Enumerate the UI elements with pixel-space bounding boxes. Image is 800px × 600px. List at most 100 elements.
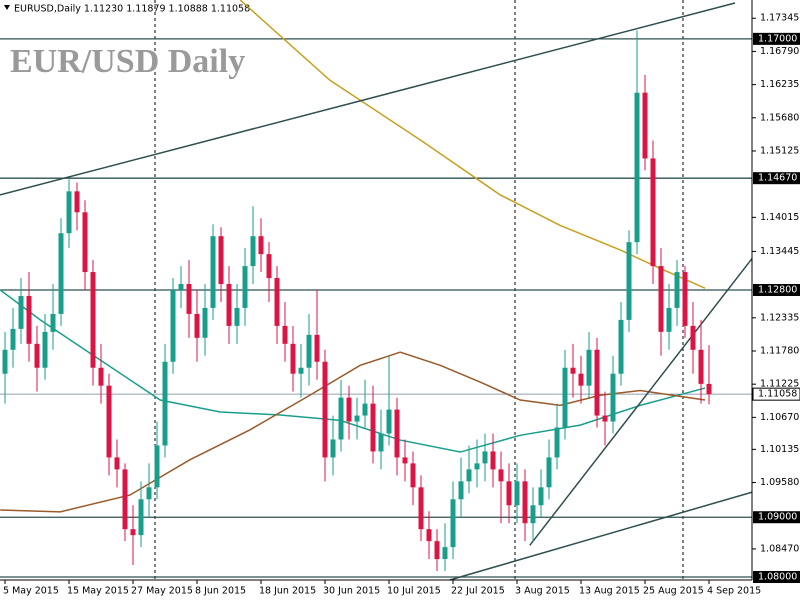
chart-header: EURUSD,Daily 1.11230 1.11879 1.10888 1.1… — [14, 4, 250, 15]
candle-body — [650, 158, 656, 267]
x-tick-label: 22 Jul 2015 — [451, 586, 505, 597]
x-tick-label: 3 Aug 2015 — [515, 586, 570, 597]
candle-body — [250, 236, 256, 267]
candle-body — [354, 415, 360, 422]
candle-body — [298, 367, 304, 374]
candle-body — [194, 313, 200, 338]
candle-body — [26, 295, 32, 344]
y-tick-label: 1.12335 — [760, 312, 799, 323]
candle-body — [202, 307, 208, 338]
y-tick-label: 1.11225 — [760, 379, 799, 390]
y-tick-label: 1.15680 — [760, 112, 799, 123]
candle-body — [50, 313, 56, 332]
candle-body — [578, 373, 584, 386]
candle-body — [274, 278, 280, 326]
candle-body — [114, 457, 120, 470]
candle-body — [90, 272, 96, 368]
menu-icon[interactable] — [4, 5, 10, 10]
candle-body — [330, 439, 336, 458]
plot — [0, 0, 753, 581]
x-tick-label: 25 Aug 2015 — [643, 586, 704, 597]
y-tick-label: 1.10135 — [760, 444, 799, 455]
y-tick-label: 1.10670 — [760, 412, 799, 423]
x-tick-label: 15 May 2015 — [67, 586, 129, 597]
candle-body — [450, 499, 456, 548]
candle-body — [666, 307, 672, 332]
candle-body — [506, 481, 512, 506]
x-tick-label: 27 May 2015 — [131, 586, 193, 597]
candle-body — [642, 92, 648, 159]
candle-body — [442, 547, 448, 560]
y-tick-label: 1.08470 — [760, 543, 799, 554]
candle-body — [418, 487, 424, 530]
candle-body — [562, 367, 568, 428]
trend-line — [0, 2, 736, 196]
candle-body — [706, 383, 712, 395]
level-box — [753, 32, 800, 45]
candle-body — [74, 191, 80, 213]
y-tick-label: 1.16790 — [760, 46, 799, 57]
candle-body — [690, 325, 696, 350]
candle-body — [242, 266, 248, 308]
candle-body — [682, 272, 688, 326]
candle-body — [322, 361, 328, 458]
candle-body — [122, 469, 128, 530]
candle-body — [498, 469, 504, 482]
candle-body — [282, 325, 288, 344]
candle-body — [554, 427, 560, 458]
candle-body — [426, 529, 432, 542]
candle-body — [586, 349, 592, 386]
candle-body — [226, 284, 232, 326]
candle-body — [290, 343, 296, 374]
candle-body — [154, 445, 160, 488]
candle-body — [618, 319, 624, 374]
level-label: 1.08000 — [758, 572, 797, 583]
level-box — [753, 284, 800, 296]
candle-body — [138, 499, 144, 536]
candle-body — [82, 212, 88, 273]
candle-body — [674, 272, 680, 308]
candle-body — [658, 266, 664, 332]
y-tick-label: 1.17345 — [760, 13, 799, 24]
level-label: 1.12800 — [758, 285, 797, 296]
candle-body — [66, 191, 72, 234]
candle-body — [362, 403, 368, 416]
moving-average — [0, 351, 706, 513]
candle-body — [42, 331, 48, 368]
candle-body — [258, 236, 264, 255]
candle-body — [210, 236, 216, 308]
last-price-label: 1.11058 — [758, 389, 797, 400]
candle-body — [698, 349, 704, 384]
y-tick-label: 1.13445 — [760, 246, 799, 257]
candle-body — [170, 290, 176, 362]
candle-body — [482, 451, 488, 464]
candle-body — [10, 328, 16, 350]
candle-body — [370, 403, 376, 452]
candle-body — [474, 463, 480, 470]
candle-body — [178, 284, 184, 290]
candle-body — [34, 343, 40, 368]
candle-body — [410, 463, 416, 488]
candle-body — [626, 242, 632, 320]
level-box — [753, 571, 800, 584]
candle-body — [386, 409, 392, 434]
watermark: EUR/USD Daily — [10, 43, 245, 80]
candle-body — [186, 284, 192, 314]
y-tick-label: 1.16235 — [760, 79, 799, 90]
candle-body — [266, 254, 272, 279]
candle-body — [378, 433, 384, 452]
last-price-box — [752, 387, 800, 401]
candle-body — [234, 307, 240, 326]
candle-body — [18, 295, 24, 329]
x-tick-label: 30 Jun 2015 — [323, 586, 380, 597]
level-box — [753, 511, 800, 524]
x-tick-label: 4 Sep 2015 — [707, 586, 761, 597]
x-tick-label: 13 Aug 2015 — [579, 586, 640, 597]
candle-body — [314, 334, 320, 362]
candle-body — [602, 415, 608, 422]
y-tick-label: 1.09580 — [760, 477, 799, 488]
trend-line — [449, 491, 753, 581]
